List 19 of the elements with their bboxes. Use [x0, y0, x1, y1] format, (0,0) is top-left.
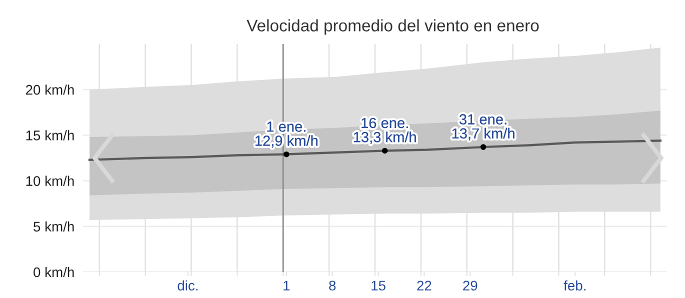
x-tick-label: 22	[417, 280, 432, 290]
x-tick-label: 15	[372, 280, 386, 291]
y-tick-label: 15 km/h	[26, 130, 74, 140]
x-tick-label: dic.	[178, 280, 198, 291]
y-tick-label: 20 km/h	[26, 84, 74, 95]
chart-title: Velocidad promedio del viento en enero	[246, 19, 539, 35]
point	[480, 144, 486, 150]
annotation: 16 ene. 13,3 km/h	[354, 118, 416, 144]
x-tick-label: 1	[284, 280, 290, 290]
y-tick-label: 5 km/h	[34, 221, 74, 232]
annotation: 31 ene. 13,7 km/h	[452, 114, 514, 140]
point	[382, 148, 388, 154]
point	[284, 151, 290, 158]
x-tick-label: 8	[329, 280, 336, 291]
x-tick-label: feb.	[564, 280, 586, 291]
x-tick-label: 29	[463, 280, 478, 291]
y-tick-label: 10 km/h	[26, 176, 74, 186]
annotation: 1 ene. 12,9 km/h	[256, 122, 318, 148]
y-tick-label: 0 km/h	[34, 266, 74, 278]
